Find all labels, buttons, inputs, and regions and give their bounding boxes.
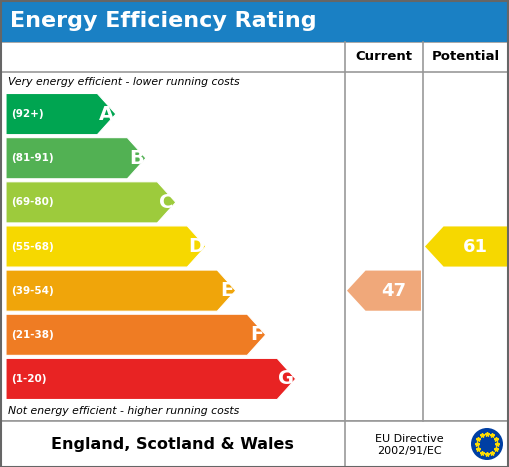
Polygon shape <box>6 358 296 399</box>
Text: 61: 61 <box>463 238 488 255</box>
Polygon shape <box>347 270 421 311</box>
Text: E: E <box>220 281 233 300</box>
Bar <box>0 421 509 467</box>
Text: B: B <box>129 149 144 168</box>
Polygon shape <box>425 226 507 267</box>
Text: A: A <box>99 105 114 124</box>
Text: (69-80): (69-80) <box>11 198 53 207</box>
Text: (39-54): (39-54) <box>11 286 54 296</box>
Bar <box>0 0 509 42</box>
Text: Potential: Potential <box>432 50 500 64</box>
Text: (1-20): (1-20) <box>11 374 46 384</box>
Polygon shape <box>6 93 116 134</box>
Circle shape <box>471 428 503 460</box>
Text: Energy Efficiency Rating: Energy Efficiency Rating <box>10 11 317 31</box>
Text: (55-68): (55-68) <box>11 241 54 252</box>
Text: G: G <box>278 369 295 389</box>
Text: (81-91): (81-91) <box>11 153 53 163</box>
Text: EU Directive: EU Directive <box>375 434 443 444</box>
Text: Very energy efficient - lower running costs: Very energy efficient - lower running co… <box>8 77 240 87</box>
Polygon shape <box>6 138 146 179</box>
Polygon shape <box>6 226 206 267</box>
Text: D: D <box>188 237 205 256</box>
Text: 47: 47 <box>381 282 406 300</box>
Text: C: C <box>159 193 174 212</box>
Bar <box>0 42 509 421</box>
Text: Current: Current <box>355 50 412 64</box>
Polygon shape <box>6 270 236 311</box>
Text: (92+): (92+) <box>11 109 44 119</box>
Text: Not energy efficient - higher running costs: Not energy efficient - higher running co… <box>8 406 239 416</box>
Text: F: F <box>250 325 263 344</box>
Polygon shape <box>6 182 176 223</box>
Text: England, Scotland & Wales: England, Scotland & Wales <box>51 437 294 452</box>
Text: (21-38): (21-38) <box>11 330 54 340</box>
Polygon shape <box>6 314 266 355</box>
Text: 2002/91/EC: 2002/91/EC <box>377 446 441 456</box>
